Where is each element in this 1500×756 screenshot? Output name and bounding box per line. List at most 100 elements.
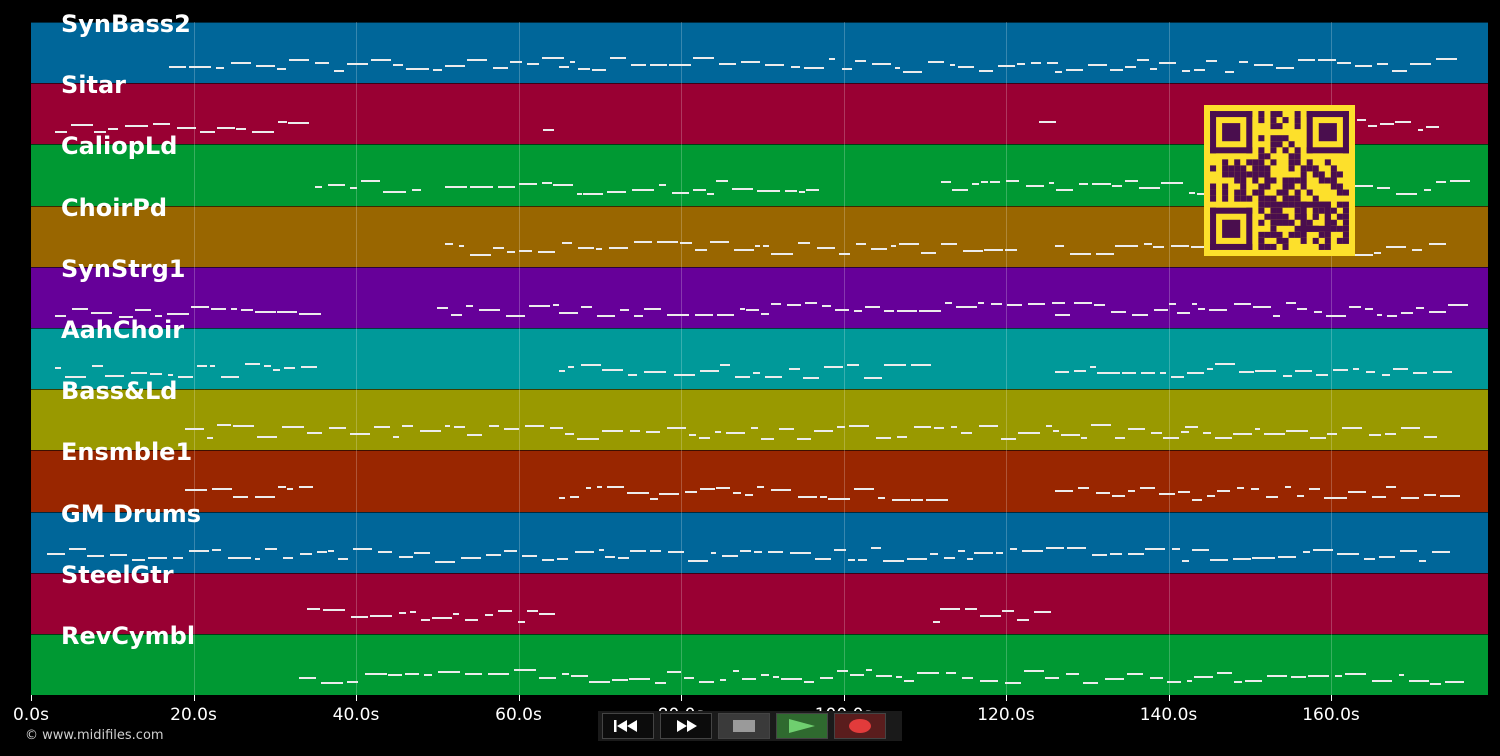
track-lane[interactable] (31, 389, 1488, 451)
note (957, 550, 966, 553)
note (902, 70, 923, 73)
note (719, 62, 736, 65)
note (497, 186, 515, 189)
note (770, 252, 794, 255)
note (757, 190, 780, 193)
note (1171, 244, 1189, 247)
track-lane[interactable] (31, 634, 1488, 696)
note (1178, 491, 1191, 494)
note (1401, 427, 1420, 430)
note (419, 429, 442, 432)
note (617, 556, 629, 559)
note (134, 308, 152, 311)
note (1161, 182, 1184, 185)
note (542, 129, 554, 132)
note (435, 560, 455, 563)
note (1308, 675, 1330, 678)
note (1016, 63, 1026, 66)
note (283, 556, 294, 559)
track-name: Bass&Ld (61, 377, 178, 406)
note (996, 551, 1004, 554)
note (1206, 494, 1215, 497)
note (741, 677, 756, 680)
note (1412, 371, 1427, 374)
note (1053, 430, 1060, 433)
note (191, 305, 210, 308)
note (445, 64, 465, 67)
note (188, 66, 212, 69)
note (424, 673, 432, 676)
note (277, 310, 298, 313)
note (633, 241, 653, 244)
note (1393, 367, 1409, 370)
note (870, 248, 887, 251)
note (221, 375, 240, 378)
note (350, 616, 368, 619)
note (211, 488, 232, 491)
note (1233, 433, 1253, 436)
note (872, 63, 892, 66)
note (732, 492, 742, 495)
note (392, 64, 404, 67)
qr-code-icon[interactable] (1204, 105, 1355, 256)
note (453, 612, 460, 615)
note (1128, 552, 1144, 555)
track-lane[interactable] (31, 450, 1488, 512)
note (347, 63, 368, 65)
note (1224, 70, 1234, 73)
note (1128, 428, 1146, 431)
note (1445, 680, 1464, 683)
note (230, 307, 238, 310)
note (754, 245, 760, 248)
note (432, 616, 452, 619)
note (1424, 189, 1432, 192)
fast-forward-button[interactable] (660, 713, 712, 739)
note (1125, 180, 1138, 183)
note (91, 312, 113, 315)
note (1110, 553, 1122, 556)
note (752, 371, 761, 374)
note (1250, 487, 1259, 490)
note (233, 496, 249, 499)
note (733, 248, 754, 251)
note (761, 437, 774, 440)
note (178, 375, 194, 378)
note (1317, 58, 1337, 61)
note (349, 433, 370, 436)
note (383, 190, 407, 193)
note (256, 65, 276, 68)
record-button[interactable] (834, 713, 886, 739)
note (465, 618, 479, 621)
track-lane[interactable] (31, 328, 1488, 390)
note (1096, 253, 1115, 256)
play-button[interactable] (776, 713, 828, 739)
note (255, 558, 261, 561)
note (287, 487, 293, 490)
note (899, 243, 920, 246)
note (1022, 550, 1043, 553)
note (469, 254, 491, 257)
note (1158, 493, 1175, 496)
track-name: SteelGtr (61, 560, 174, 589)
rewind-button[interactable] (602, 713, 654, 739)
note (1296, 495, 1304, 498)
note (715, 430, 721, 433)
note (1038, 120, 1056, 123)
stop-button[interactable] (718, 713, 770, 739)
track-lane[interactable] (31, 511, 1488, 573)
note (70, 124, 94, 127)
note (1217, 672, 1233, 675)
note (597, 315, 616, 318)
note (235, 128, 246, 131)
record-icon (849, 719, 871, 733)
track-lane[interactable] (31, 22, 1488, 84)
note (254, 496, 275, 499)
note (875, 437, 891, 440)
track-lane[interactable] (31, 266, 1488, 328)
note (984, 248, 1004, 251)
play-icon (789, 719, 815, 733)
axis-tick (1006, 695, 1007, 701)
note (577, 68, 591, 71)
note (700, 487, 716, 490)
track-lane[interactable] (31, 572, 1488, 634)
